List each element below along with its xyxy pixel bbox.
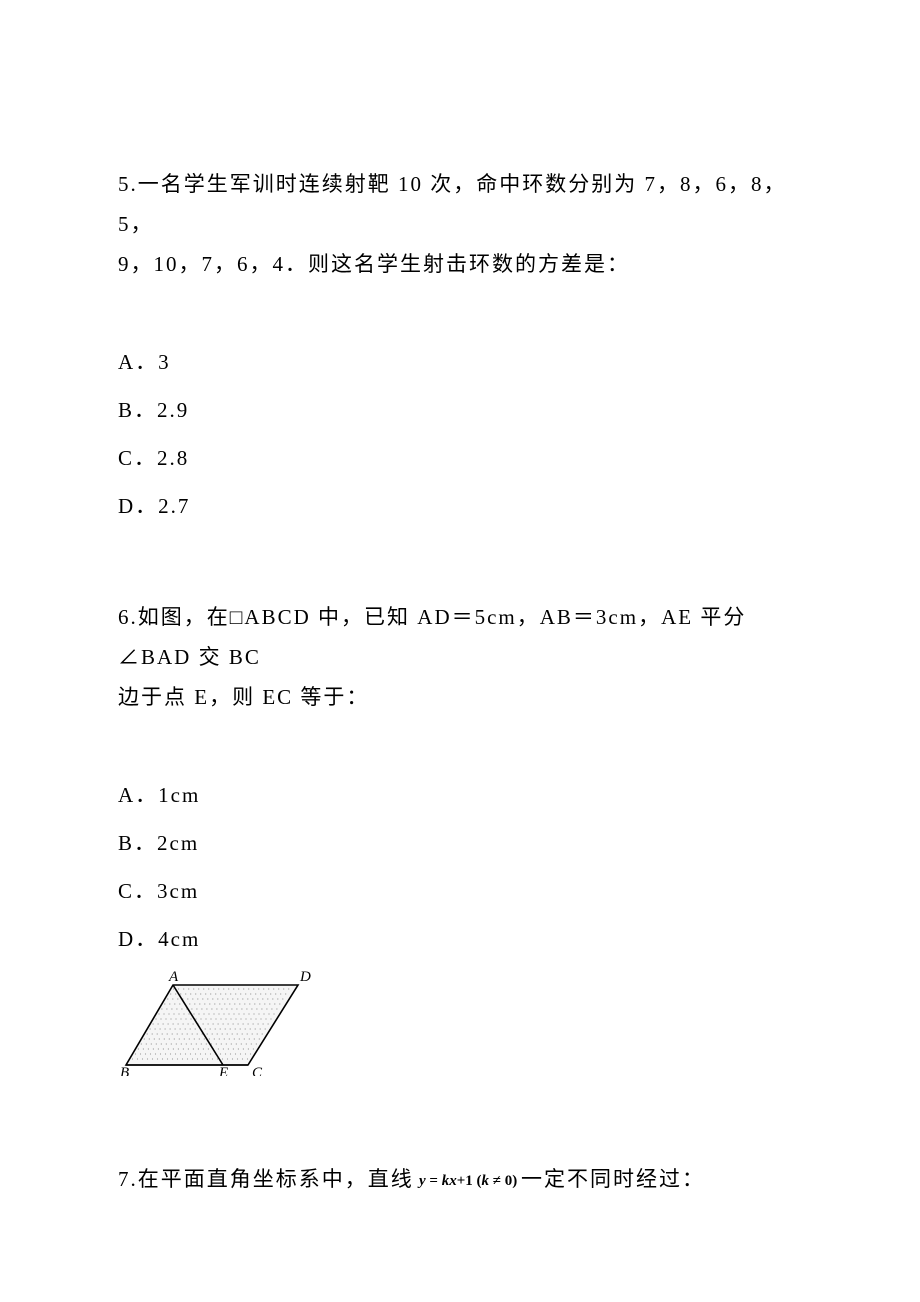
q6-options: A．1cm B．2cm C．3cm D．4cm: [118, 773, 802, 961]
q6-stem-line2: 边于点 E，则 EC 等于：: [118, 678, 802, 718]
q7-formula: y = kx+1 (k ≠ 0): [419, 1173, 521, 1189]
q7-f-kx: kx: [442, 1173, 457, 1189]
q7-f-y: y: [419, 1173, 426, 1189]
q5-option-b: B．2.9: [118, 388, 802, 432]
q7-f-rp: ): [512, 1173, 517, 1189]
svg-text:C: C: [252, 1065, 263, 1076]
q6-figure: A D B E C: [118, 971, 802, 1090]
svg-text:B: B: [120, 1065, 129, 1076]
svg-text:A: A: [168, 971, 179, 985]
q7-stem-pre: 7.在平面直角坐标系中，直线: [118, 1167, 414, 1191]
q5-option-a: A．3: [118, 340, 802, 384]
q5-option-c: C．2.8: [118, 436, 802, 480]
q5-options: A．3 B．2.9 C．2.8 D．2.7: [118, 340, 802, 528]
q5-stem-line1: 5.一名学生军训时连续射靶 10 次，命中环数分别为 7，8，6，8，5，: [118, 165, 802, 245]
q7-f-p1: +1: [457, 1173, 473, 1189]
q5-stem-line2: 9，10，7，6，4．则这名学生射击环数的方差是：: [118, 245, 802, 285]
svg-text:E: E: [218, 1065, 228, 1076]
svg-text:D: D: [299, 971, 311, 985]
question-5: 5.一名学生军训时连续射靶 10 次，命中环数分别为 7，8，6，8，5， 9，…: [118, 165, 802, 528]
question-6: 6.如图，在□ABCD 中，已知 AD＝5cm，AB＝3cm，AE 平分∠BAD…: [118, 598, 802, 1090]
q5-option-d: D．2.7: [118, 484, 802, 528]
q6-option-c: C．3cm: [118, 869, 802, 913]
q6-option-b: B．2cm: [118, 821, 802, 865]
question-7: 7.在平面直角坐标系中，直线 y = kx+1 (k ≠ 0) 一定不同时经过：: [118, 1160, 802, 1200]
q7-f-eq: =: [426, 1173, 442, 1189]
q6-stem-line1: 6.如图，在□ABCD 中，已知 AD＝5cm，AB＝3cm，AE 平分∠BAD…: [118, 598, 802, 678]
parallelogram-diagram: A D B E C: [118, 971, 328, 1076]
q7-f-k: k: [482, 1173, 490, 1189]
q6-option-a: A．1cm: [118, 773, 802, 817]
q7-stem-post: 一定不同时经过：: [521, 1167, 705, 1191]
q7-f-ne: ≠: [489, 1173, 505, 1189]
q6-option-d: D．4cm: [118, 917, 802, 961]
